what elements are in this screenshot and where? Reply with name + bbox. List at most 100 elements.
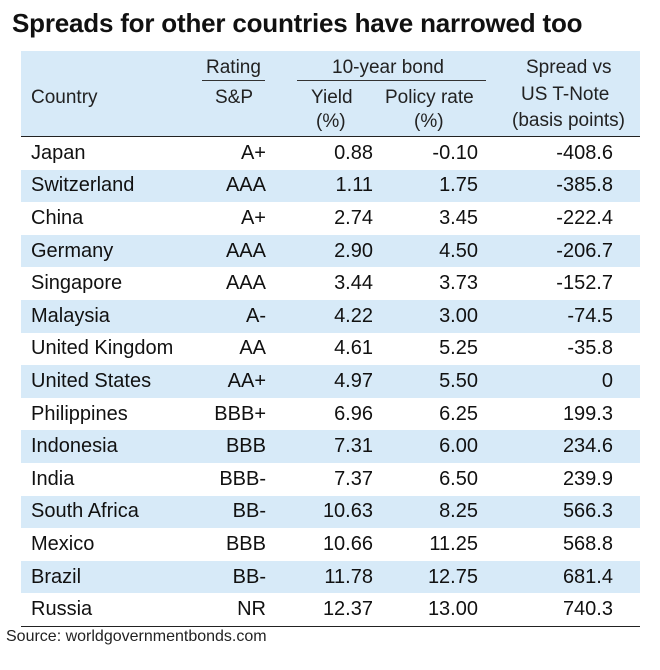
policy-rate-cell: 5.50 bbox=[439, 369, 478, 392]
yield-cell: 2.74 bbox=[334, 206, 373, 229]
yield-cell: 11.78 bbox=[324, 565, 373, 588]
policy-rate-cell: 5.25 bbox=[439, 337, 478, 360]
header-country: Country bbox=[31, 87, 98, 108]
table-row: Mexico BBB 10.66 11.25 568.8 bbox=[21, 528, 640, 561]
country-cell: Malaysia bbox=[31, 304, 110, 327]
country-cell: China bbox=[31, 206, 84, 229]
header-yield-line2: (%) bbox=[316, 111, 346, 132]
table-row: China A+ 2.74 3.45 -222.4 bbox=[21, 202, 640, 235]
spread-cell: 740.3 bbox=[562, 598, 613, 621]
header-rating-rule bbox=[202, 80, 265, 81]
source-note: Source: worldgovernmentbonds.com bbox=[6, 628, 267, 645]
rating-cell: BBB+ bbox=[214, 402, 266, 425]
policy-rate-cell: 4.50 bbox=[439, 239, 478, 262]
rating-cell: NR bbox=[237, 598, 266, 621]
spread-cell: -222.4 bbox=[556, 206, 613, 229]
rating-cell: BB- bbox=[232, 500, 266, 523]
table-row: Philippines BBB+ 6.96 6.25 199.3 bbox=[21, 398, 640, 431]
header-spread-line1: Spread vs bbox=[526, 57, 612, 78]
table-row: Japan A+ 0.88 -0.10 -408.6 bbox=[21, 137, 640, 170]
yield-cell: 6.96 bbox=[334, 402, 373, 425]
yield-cell: 0.88 bbox=[334, 141, 373, 164]
spread-cell: -385.8 bbox=[556, 174, 613, 197]
rating-cell: AA+ bbox=[227, 369, 266, 392]
header-bond-rule bbox=[297, 80, 486, 81]
spread-cell: 0 bbox=[601, 369, 613, 392]
rating-cell: A- bbox=[246, 304, 266, 327]
country-cell: Mexico bbox=[31, 532, 95, 555]
rating-cell: AA bbox=[239, 337, 266, 360]
yield-cell: 7.37 bbox=[334, 467, 373, 490]
rating-cell: AAA bbox=[225, 174, 266, 197]
rating-cell: A+ bbox=[240, 141, 266, 164]
table-body: Japan A+ 0.88 -0.10 -408.6 Switzerland AAA 1.11… bbox=[21, 137, 640, 626]
header-spread-line2: US T-Note bbox=[521, 84, 610, 105]
country-cell: South Africa bbox=[31, 500, 139, 523]
yield-cell: 10.66 bbox=[322, 532, 373, 555]
rating-cell: BB- bbox=[232, 565, 266, 588]
country-cell: Switzerland bbox=[31, 174, 135, 197]
spread-cell: -74.5 bbox=[567, 304, 613, 327]
spread-cell: 234.6 bbox=[562, 435, 613, 458]
table-row: Malaysia A- 4.22 3.00 -74.5 bbox=[21, 299, 640, 333]
policy-rate-cell: 3.00 bbox=[439, 304, 478, 327]
policy-rate-cell: 6.50 bbox=[439, 467, 478, 490]
country-cell: Russia bbox=[31, 598, 93, 621]
country-cell: Japan bbox=[31, 141, 86, 164]
policy-rate-cell: 3.73 bbox=[439, 272, 478, 295]
spread-cell: -152.7 bbox=[556, 272, 613, 295]
policy-rate-cell: 6.00 bbox=[439, 435, 478, 458]
policy-rate-cell: 11.25 bbox=[429, 532, 478, 555]
policy-rate-cell: 1.75 bbox=[439, 174, 478, 197]
yield-cell: 1.11 bbox=[335, 174, 373, 197]
table-row: Indonesia BBB 7.31 6.00 234.6 bbox=[21, 430, 640, 463]
yield-cell: 4.61 bbox=[334, 337, 373, 360]
rating-cell: A+ bbox=[240, 206, 266, 229]
yield-cell: 7.31 bbox=[334, 435, 373, 458]
table-row: India BBB- 7.37 6.50 239.9 bbox=[21, 463, 640, 496]
rating-cell: AAA bbox=[225, 272, 266, 295]
rating-cell: AAA bbox=[225, 239, 266, 262]
spread-cell: 566.3 bbox=[562, 500, 613, 523]
table-row: United Kingdom AA 4.61 5.25 -35.8 bbox=[21, 333, 640, 366]
table-row: Singapore AAA 3.44 3.73 -152.7 bbox=[21, 267, 640, 300]
policy-rate-cell: 3.45 bbox=[439, 206, 478, 229]
spread-cell: -35.8 bbox=[567, 337, 613, 360]
header-yield-line1: Yield bbox=[311, 87, 353, 108]
country-cell: Germany bbox=[31, 239, 114, 262]
header-rating-sub: S&P bbox=[215, 87, 254, 108]
yield-cell: 3.44 bbox=[334, 272, 373, 295]
spread-cell: -206.7 bbox=[556, 239, 613, 262]
policy-rate-cell: 6.25 bbox=[439, 402, 478, 425]
header-bond-group: 10-year bond bbox=[332, 57, 444, 78]
yield-cell: 10.63 bbox=[322, 500, 373, 523]
header-policy-line1: Policy rate bbox=[385, 87, 474, 108]
policy-rate-cell: 8.25 bbox=[439, 500, 478, 523]
data-table: Country Rating S&P 10-year bond Yield (%… bbox=[21, 51, 640, 627]
yield-cell: 12.37 bbox=[322, 598, 373, 621]
policy-rate-cell: 12.75 bbox=[427, 565, 478, 588]
spread-cell: 199.3 bbox=[562, 402, 613, 425]
country-cell: Indonesia bbox=[31, 435, 118, 458]
spread-cell: 681.4 bbox=[562, 565, 613, 588]
table-row: Russia NR 12.37 13.00 740.3 bbox=[21, 593, 640, 626]
spread-cell: 239.9 bbox=[562, 467, 613, 490]
rating-cell: BBB bbox=[225, 532, 266, 555]
table-row: South Africa BB- 10.63 8.25 566.3 bbox=[21, 495, 640, 529]
yield-cell: 4.22 bbox=[334, 304, 373, 327]
country-cell: Philippines bbox=[31, 402, 128, 425]
country-cell: United Kingdom bbox=[31, 337, 174, 360]
spread-cell: 568.8 bbox=[562, 532, 613, 555]
rating-cell: BBB- bbox=[219, 467, 266, 490]
table-header: Country Rating S&P 10-year bond Yield (%… bbox=[21, 51, 640, 137]
country-cell: Singapore bbox=[31, 272, 123, 295]
country-cell: Brazil bbox=[31, 565, 82, 588]
yield-cell: 4.97 bbox=[334, 369, 373, 392]
header-rating-group: Rating bbox=[206, 57, 261, 78]
yield-cell: 2.90 bbox=[334, 239, 373, 262]
table-row: United States AA+ 4.97 5.50 0 bbox=[21, 365, 640, 398]
table-row: Switzerland AAA 1.11 1.75 -385.8 bbox=[21, 169, 640, 203]
header-policy-line2: (%) bbox=[414, 111, 444, 132]
policy-rate-cell: -0.10 bbox=[432, 141, 478, 164]
rating-cell: BBB bbox=[225, 435, 266, 458]
